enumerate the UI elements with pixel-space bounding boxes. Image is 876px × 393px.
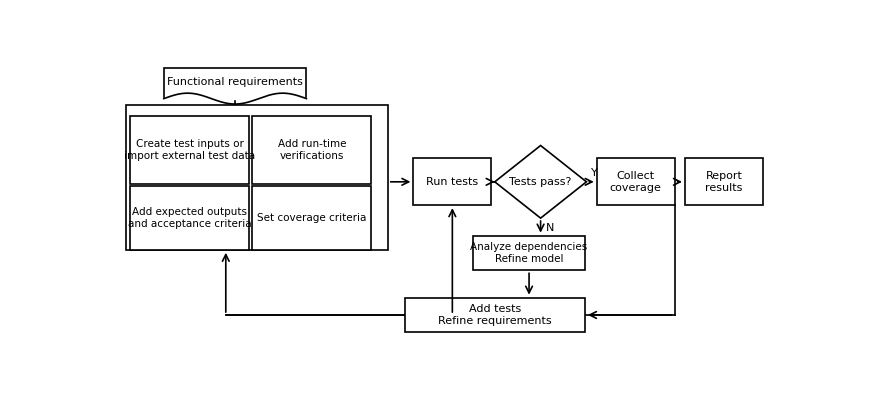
- FancyBboxPatch shape: [252, 116, 371, 184]
- Text: Collect
coverage: Collect coverage: [610, 171, 661, 193]
- FancyBboxPatch shape: [131, 116, 249, 184]
- FancyBboxPatch shape: [406, 298, 585, 332]
- Text: Run tests: Run tests: [427, 177, 478, 187]
- FancyBboxPatch shape: [597, 158, 675, 205]
- Text: Add tests
Refine requirements: Add tests Refine requirements: [438, 304, 552, 326]
- Text: Create test inputs or
import external test data: Create test inputs or import external te…: [124, 139, 255, 161]
- Polygon shape: [495, 145, 586, 218]
- Text: N: N: [546, 223, 555, 233]
- Text: Y: Y: [591, 167, 598, 178]
- Text: Tests pass?: Tests pass?: [510, 177, 572, 187]
- Text: Report
results: Report results: [705, 171, 743, 193]
- Text: Functional requirements: Functional requirements: [167, 77, 303, 87]
- Text: Add run-time
verifications: Add run-time verifications: [278, 139, 346, 161]
- Text: Set coverage criteria: Set coverage criteria: [258, 213, 366, 223]
- FancyBboxPatch shape: [413, 158, 491, 205]
- FancyBboxPatch shape: [252, 186, 371, 250]
- Text: Analyze dependencies
Refine model: Analyze dependencies Refine model: [470, 242, 588, 264]
- FancyBboxPatch shape: [685, 158, 763, 205]
- FancyBboxPatch shape: [473, 235, 585, 270]
- FancyBboxPatch shape: [164, 68, 307, 99]
- FancyBboxPatch shape: [131, 186, 249, 250]
- Text: Add expected outputs
and acceptance criteria: Add expected outputs and acceptance crit…: [128, 208, 251, 229]
